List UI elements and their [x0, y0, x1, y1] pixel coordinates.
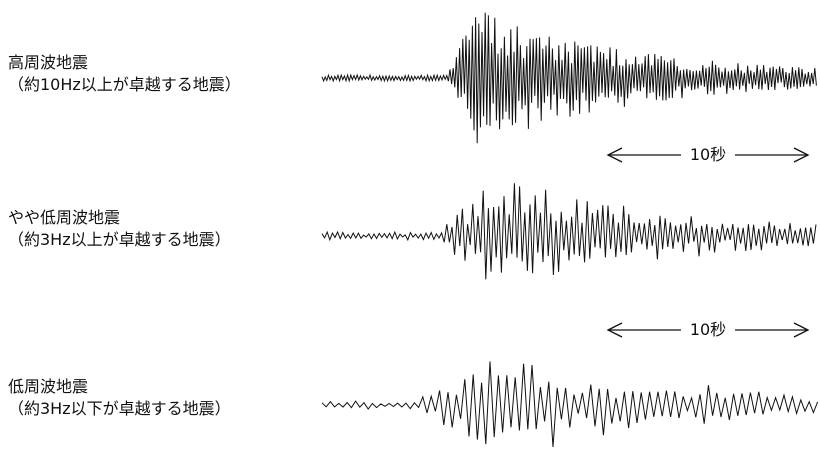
row-label-slightly-low-frequency: やや低周波地震 （約3Hz以上が卓越する地震） — [8, 207, 231, 251]
row-note: （約3Hz以上が卓越する地震） — [8, 230, 231, 249]
waveform-low-frequency — [321, 361, 819, 448]
waveform-high-frequency — [321, 12, 817, 144]
waveform-slightly-low-frequency — [321, 183, 817, 280]
time-scale-bar: 10秒 — [606, 318, 810, 342]
row-note: （約10Hz以上が卓越する地震） — [8, 75, 241, 94]
row-title: 高周波地震 — [8, 53, 89, 72]
row-title: やや低周波地震 — [8, 208, 121, 227]
row-title: 低周波地震 — [8, 377, 89, 396]
row-label-high-frequency: 高周波地震 （約10Hz以上が卓越する地震） — [8, 52, 241, 96]
time-scale-bar: 10秒 — [606, 143, 810, 167]
row-label-low-frequency: 低周波地震 （約3Hz以下が卓越する地震） — [8, 376, 231, 420]
scale-label: 10秒 — [681, 319, 735, 341]
scale-label: 10秒 — [681, 144, 735, 166]
row-note: （約3Hz以下が卓越する地震） — [8, 399, 231, 418]
